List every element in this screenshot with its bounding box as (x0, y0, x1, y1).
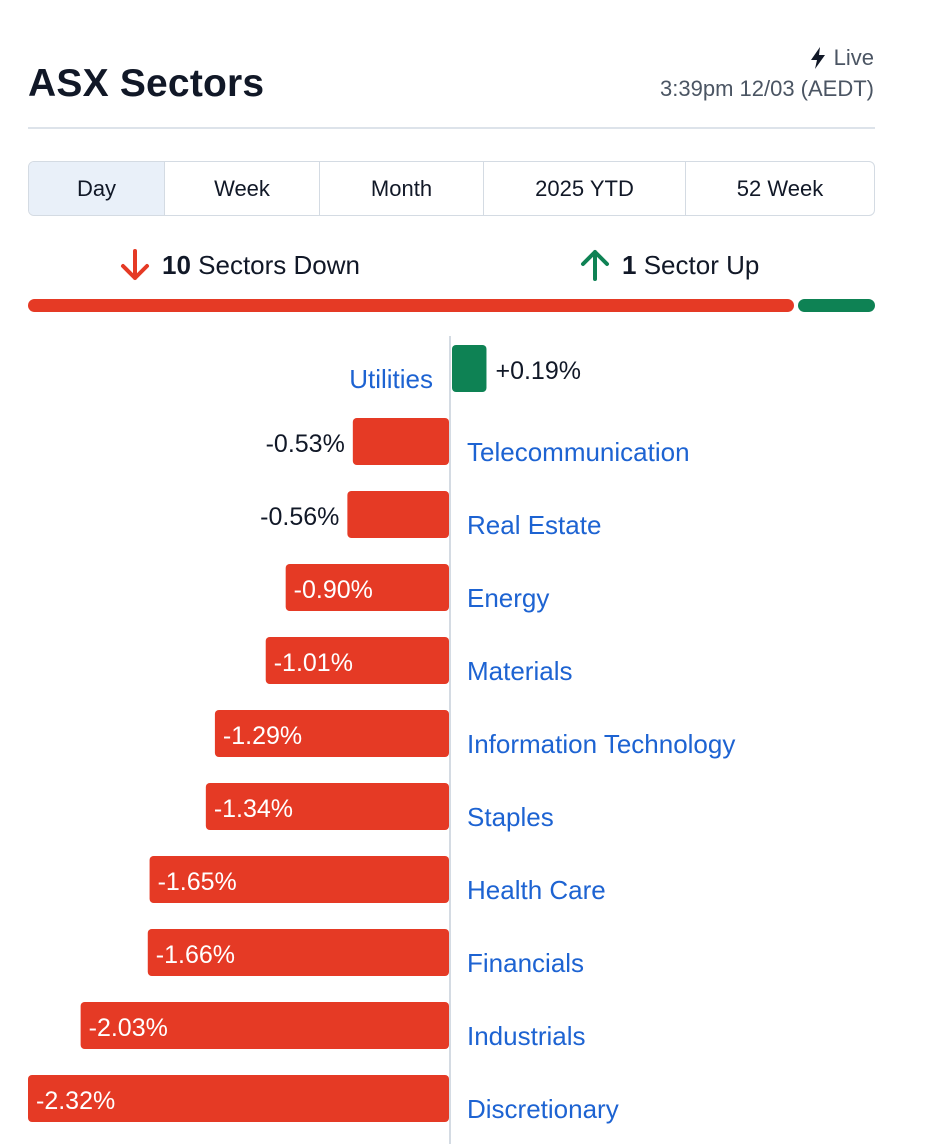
timestamp: 3:39pm 12/03 (AEDT) (660, 76, 874, 101)
category-label-information-technology[interactable]: Information Technology (467, 729, 735, 759)
bar-staples (205, 783, 449, 830)
bar-industrials (80, 1002, 449, 1049)
sectors-down-bar (28, 299, 795, 312)
tab-label: Month (370, 175, 433, 201)
down-text: Sectors Down (198, 249, 360, 280)
live-label: Live (833, 45, 874, 70)
tab-label: Week (214, 175, 270, 201)
value-label: -1.01% (274, 649, 353, 677)
value-label: -1.66% (156, 941, 235, 969)
page-title: ASX Sectors (28, 62, 265, 105)
tab-week[interactable]: Week (164, 162, 319, 215)
category-label-health-care[interactable]: Health Care (467, 875, 606, 905)
arrow-up-icon (581, 250, 609, 281)
category-label-telecommunication[interactable]: Telecommunication (467, 437, 690, 467)
bar-discretionary (28, 1075, 449, 1122)
tab-month[interactable]: Month (319, 162, 483, 215)
sectors-up-bar (798, 299, 875, 312)
sectors-down-summary: 10 Sectors Down (118, 248, 360, 282)
bar-materials (265, 637, 449, 684)
bar-financials (147, 929, 449, 976)
bar-utilities (452, 345, 487, 392)
value-label: -0.90% (294, 576, 373, 604)
category-label-energy[interactable]: Energy (467, 583, 549, 613)
tab-label: Day (76, 175, 117, 201)
bar-energy (285, 564, 449, 611)
value-label: -2.32% (36, 1087, 115, 1115)
tab-label: 52 Week (736, 175, 824, 201)
bar-information-technology (214, 710, 449, 757)
period-tabs: Day Week Month 2025 YTD 52 Week (28, 161, 875, 216)
category-label-staples[interactable]: Staples (467, 802, 554, 832)
tab-52-week[interactable]: 52 Week (685, 162, 874, 215)
value-label: -0.53% (266, 430, 345, 458)
header-divider (28, 127, 875, 129)
category-label-materials[interactable]: Materials (467, 656, 572, 686)
zero-axis (449, 336, 451, 1144)
live-indicator: Live (810, 45, 874, 71)
category-label-utilities[interactable]: Utilities (349, 364, 433, 394)
up-count: 1 (622, 249, 637, 280)
value-label: -1.65% (158, 868, 237, 896)
tab-day[interactable]: Day (29, 162, 164, 215)
category-label-industrials[interactable]: Industrials (467, 1021, 586, 1051)
sectors-up-summary: 1 Sector Up (578, 248, 759, 282)
sector-bar-chart: +0.19% Utilities -0.53% Telecommunication -0… (28, 345, 735, 1124)
value-label: -1.29% (223, 722, 302, 750)
lightning-icon (810, 47, 825, 69)
tab-label: 2025 YTD (535, 175, 634, 201)
bar-telecommunication (352, 418, 449, 465)
category-label-real-estate[interactable]: Real Estate (467, 510, 601, 540)
value-label: -2.03% (89, 1014, 168, 1042)
value-label: -1.34% (214, 795, 293, 823)
arrow-down-icon (121, 249, 149, 280)
category-label-discretionary[interactable]: Discretionary (467, 1094, 619, 1124)
bar-real-estate (347, 491, 449, 538)
value-label: -0.56% (260, 503, 339, 531)
category-label-financials[interactable]: Financials (467, 948, 584, 978)
bar-health-care (149, 856, 449, 903)
up-text: Sector Up (643, 249, 760, 280)
value-label: +0.19% (495, 357, 581, 385)
tab-2025-ytd[interactable]: 2025 YTD (483, 162, 685, 215)
down-count: 10 (162, 249, 191, 280)
